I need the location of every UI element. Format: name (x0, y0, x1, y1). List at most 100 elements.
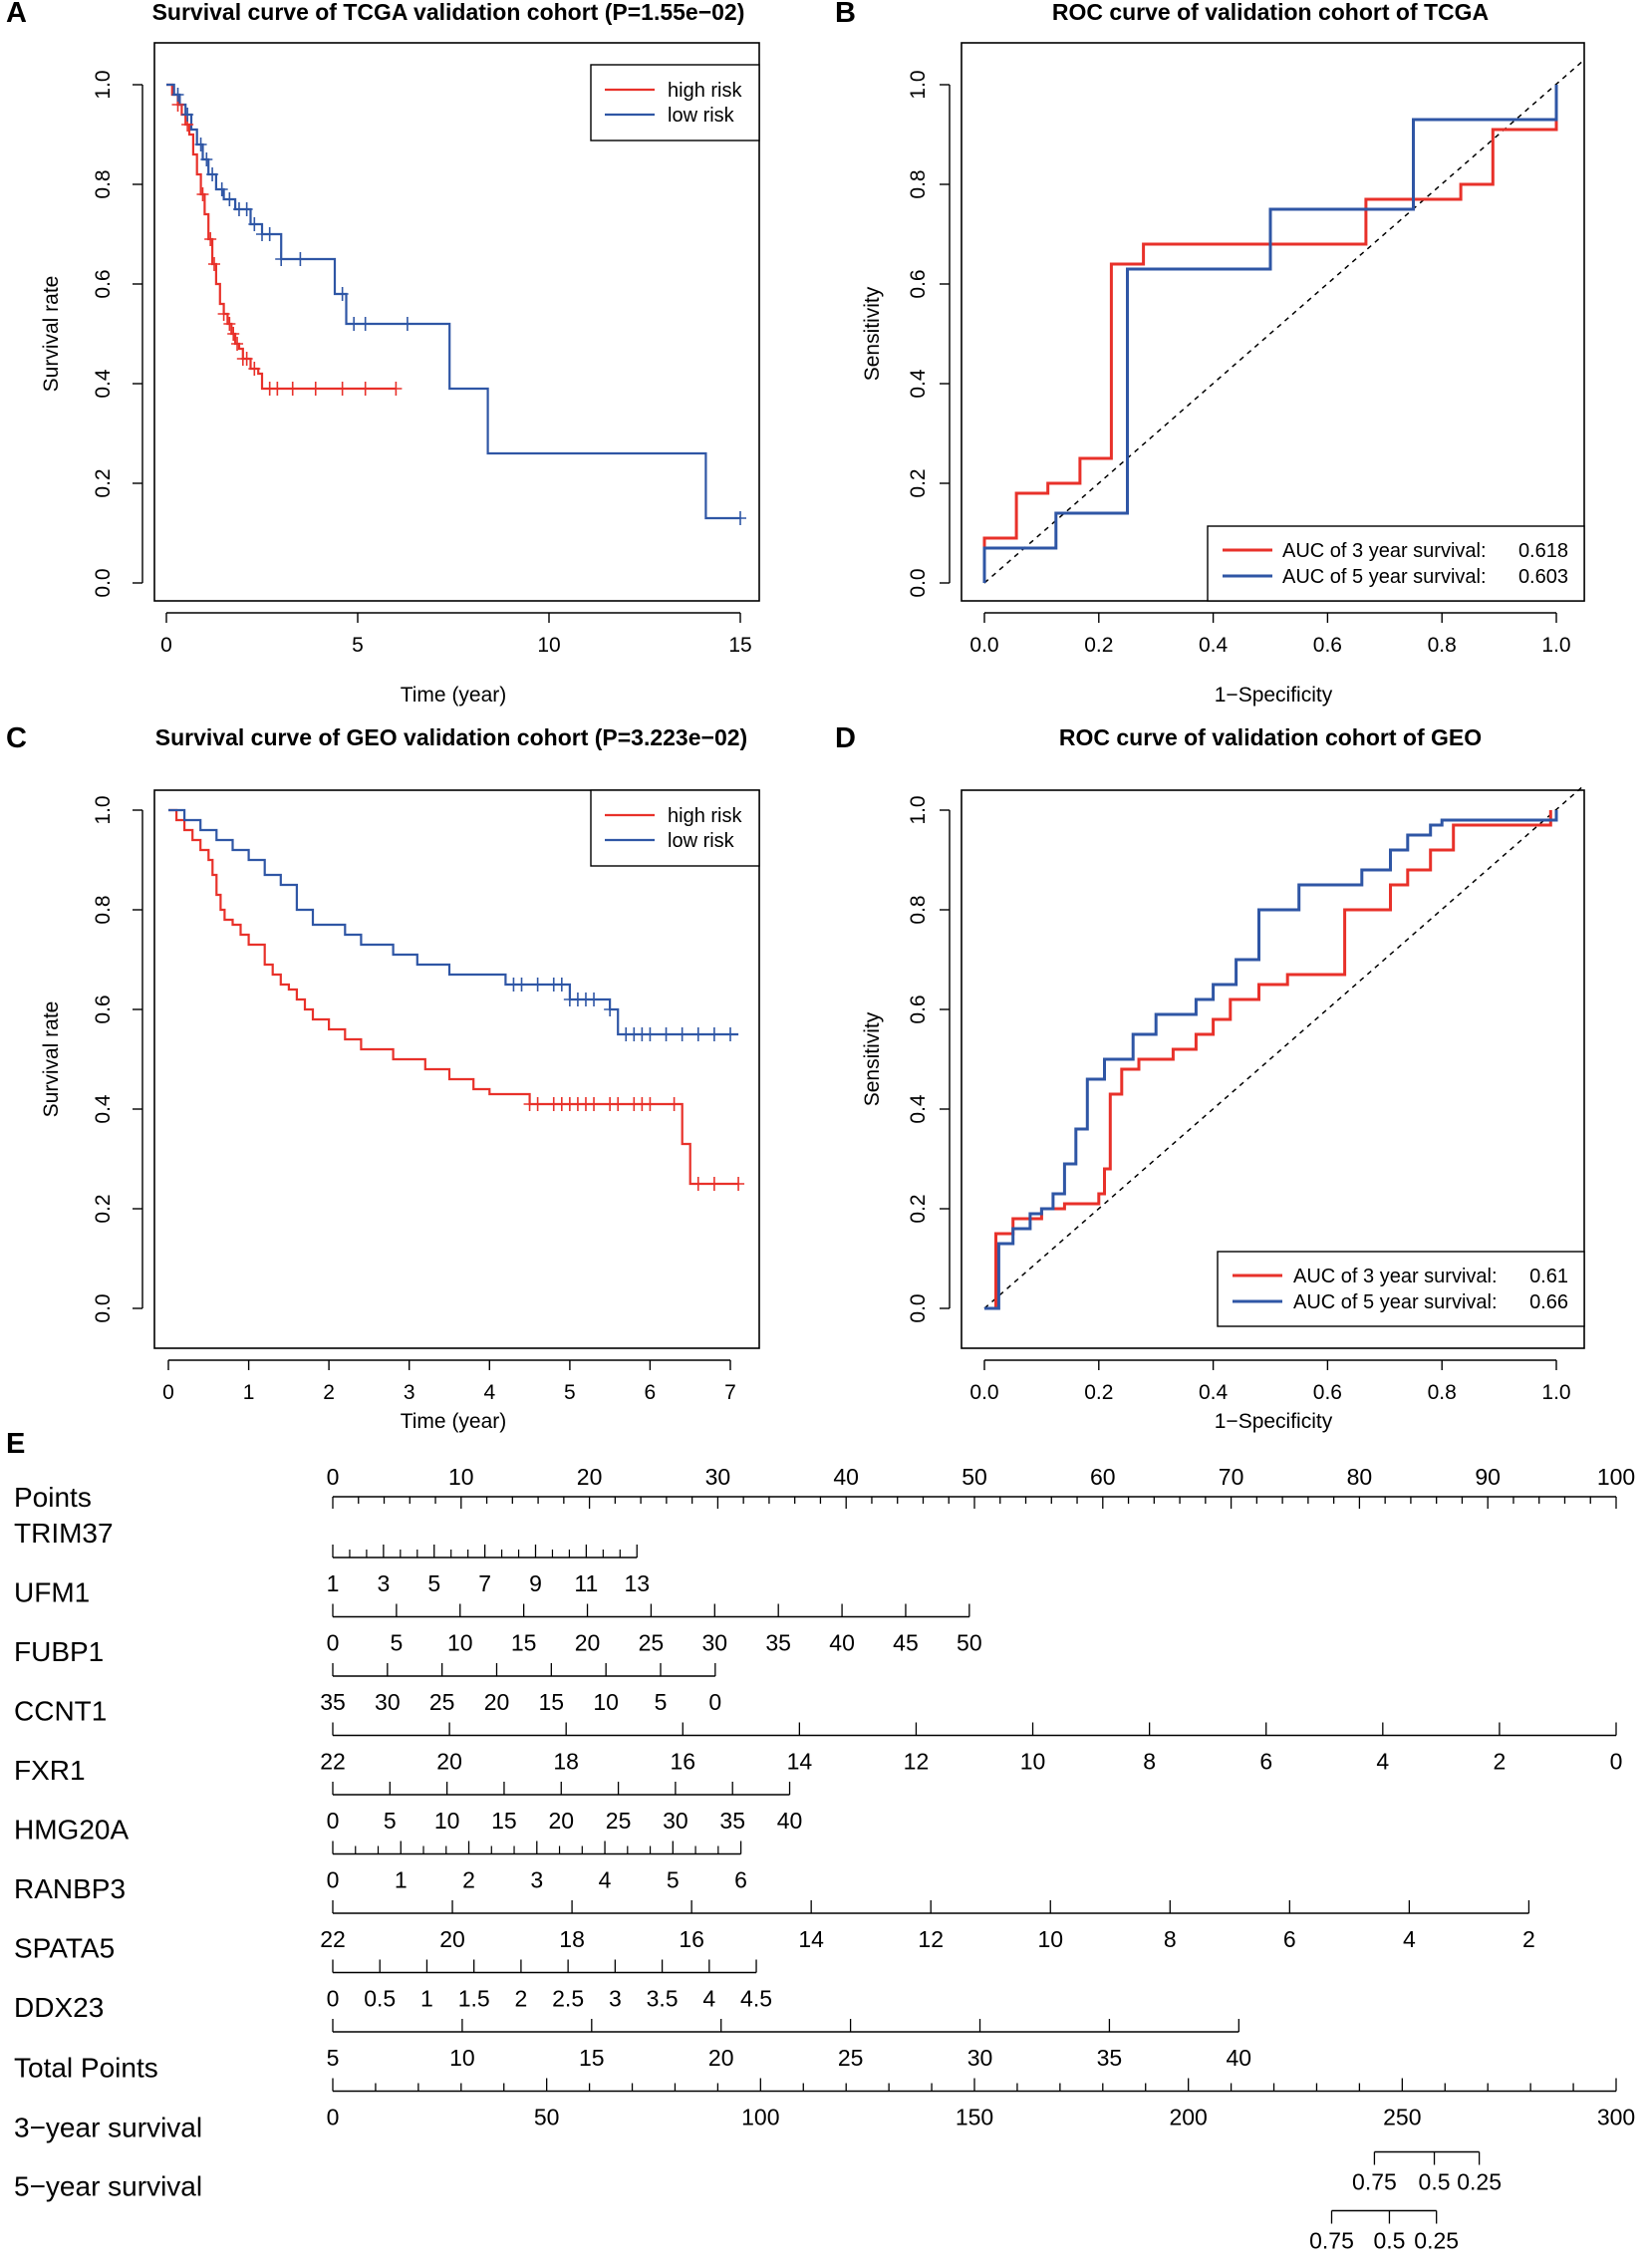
panel-d-xtick: 1.0 (1541, 1381, 1570, 1404)
panel-a-censor-marks-high-risk (171, 98, 403, 396)
spata5-tick-label: 0.5 (364, 1986, 396, 2012)
fubp1-tick-label: 35 (320, 1689, 346, 1715)
panel-d-xtick: 0.6 (1313, 1381, 1342, 1404)
censor-mark (263, 227, 276, 241)
panel-a-ytick: 0.6 (92, 269, 115, 298)
trim37-tick-label: 13 (624, 1570, 650, 1596)
censor-mark (286, 382, 299, 396)
ddx23-tick-label: 5 (327, 2045, 340, 2071)
panel-a-ytick: 0.4 (92, 369, 115, 399)
spata5-tick-label: 0 (327, 1986, 340, 2012)
panel-b-xtick: 0.6 (1313, 634, 1342, 657)
ccnt1-tick-label: 22 (320, 1749, 346, 1775)
ranbp3-tick-label: 4 (1403, 1926, 1416, 1952)
panel-d-series-3-year (984, 810, 1552, 1310)
hmg20a-tick-label: 3 (530, 1867, 543, 1893)
panel-b-ytick: 0.8 (907, 169, 930, 198)
censor-mark (336, 382, 349, 396)
panel-c-ytick: 0.0 (92, 1293, 115, 1322)
ufm1-tick-label: 50 (957, 1630, 982, 1656)
censor-mark (612, 1097, 625, 1111)
ranbp3-tick-label: 14 (798, 1926, 824, 1952)
censor-mark (348, 317, 361, 331)
censor-mark (206, 167, 219, 181)
panel-d-auc-3-year: 0.61 (1529, 1266, 1568, 1287)
panel-b-xtick: 0.0 (969, 634, 998, 657)
panel-c-legend-high-risk: high risk (668, 805, 742, 827)
censor-mark (227, 327, 240, 341)
nomogram-label-total-points: Total Points (14, 2053, 158, 2084)
panel-a: A Survival curve of TCGA validation coho… (6, 0, 760, 707)
points-tick-label: 30 (705, 1464, 731, 1490)
panel-b-title: ROC curve of validation cohort of TCGA (1052, 0, 1489, 25)
panel-c-letter: C (6, 722, 27, 754)
ranbp3-tick-label: 20 (439, 1926, 465, 1952)
points-tick-label: 60 (1090, 1464, 1116, 1490)
nomogram-label-ufm1: UFM1 (14, 1577, 90, 1608)
total-points-tick-label: 50 (534, 2105, 560, 2130)
panel-b-xtick: 0.8 (1428, 634, 1457, 657)
censor-mark (223, 192, 236, 206)
ddx23-tick-label: 20 (708, 2045, 734, 2071)
ranbp3-tick-label: 6 (1283, 1926, 1296, 1952)
ccnt1-tick-label: 2 (1494, 1749, 1507, 1775)
panel-b-ylabel: Sensitivity (861, 286, 884, 381)
spata5-tick-label: 4.5 (740, 1986, 772, 2012)
censor-mark (555, 978, 568, 992)
panel-c-ytick: 0.2 (92, 1194, 115, 1223)
ufm1-tick-label: 5 (390, 1630, 403, 1656)
panel-a-plot-box (153, 42, 760, 602)
panel-a-ylabel: Survival rate (40, 276, 63, 393)
censor-mark (707, 1027, 720, 1041)
panel-a-ytick: 1.0 (92, 70, 115, 99)
trim37-tick-label: 9 (529, 1570, 542, 1596)
panel-a-xtick: 15 (728, 634, 751, 657)
panel-b-series (982, 85, 1558, 583)
panel-b-series-3-year (982, 85, 1558, 583)
censor-mark (676, 1027, 688, 1041)
trim37-tick-label: 5 (427, 1570, 440, 1596)
nomogram-label-trim37: TRIM37 (14, 1518, 114, 1549)
panel-c-xtick: 3 (404, 1381, 415, 1404)
hmg20a-tick-label: 6 (734, 1867, 747, 1893)
panel-c: C Survival curve of GEO validation cohor… (6, 722, 760, 1433)
panel-b-xtick: 0.4 (1199, 634, 1229, 657)
censor-mark (215, 182, 228, 196)
panel-a-ytick: 0.0 (92, 568, 115, 597)
panel-a-xtick: 10 (537, 634, 560, 657)
censor-mark (588, 992, 601, 1006)
censor-mark (660, 1027, 673, 1041)
panel-a-ytick: 0.8 (92, 169, 115, 198)
panel-d-ytick: 0.8 (907, 895, 930, 924)
spata5-tick-label: 3 (609, 1986, 622, 2012)
ccnt1-tick-label: 6 (1259, 1749, 1272, 1775)
panel-b-auc-3-year: 0.618 (1518, 540, 1568, 562)
fubp1-tick-label: 25 (429, 1689, 455, 1715)
censor-mark (275, 252, 288, 266)
nomogram-label-survival-3-year: 3−year survival (14, 2113, 202, 2143)
panel-d-xtick: 0.8 (1428, 1381, 1457, 1404)
panel-a-xlabel: Time (year) (401, 684, 507, 707)
panel-a-series (166, 83, 746, 525)
panel-c-legend: high risk low risk (590, 789, 760, 867)
total-points-tick-label: 0 (327, 2105, 340, 2130)
panel-d-x-axis: 0.0 0.2 0.4 0.6 0.8 1.0 1−Specificity (969, 1359, 1571, 1433)
total-points-tick-label: 250 (1383, 2105, 1421, 2130)
panel-b-xlabel: 1−Specificity (1215, 684, 1333, 707)
ddx23-tick-label: 10 (449, 2045, 475, 2071)
censor-mark (390, 382, 403, 396)
panel-c-xtick: 5 (564, 1381, 576, 1404)
panel-a-xtick: 0 (160, 634, 172, 657)
spata5-tick-label: 2.5 (552, 1986, 584, 2012)
panel-c-censor-marks-high-risk (523, 1097, 745, 1191)
panel-c-xtick: 7 (724, 1381, 736, 1404)
censor-mark (196, 187, 209, 201)
fxr1-tick-label: 35 (719, 1808, 745, 1834)
points-tick-label: 50 (962, 1464, 987, 1490)
panel-d-letter: D (835, 722, 856, 754)
censor-mark (531, 1097, 544, 1111)
panel-c-series (168, 808, 745, 1191)
ddx23-tick-label: 40 (1227, 2045, 1252, 2071)
panel-b-legend-5-year: AUC of 5 year survival: (1282, 566, 1487, 588)
